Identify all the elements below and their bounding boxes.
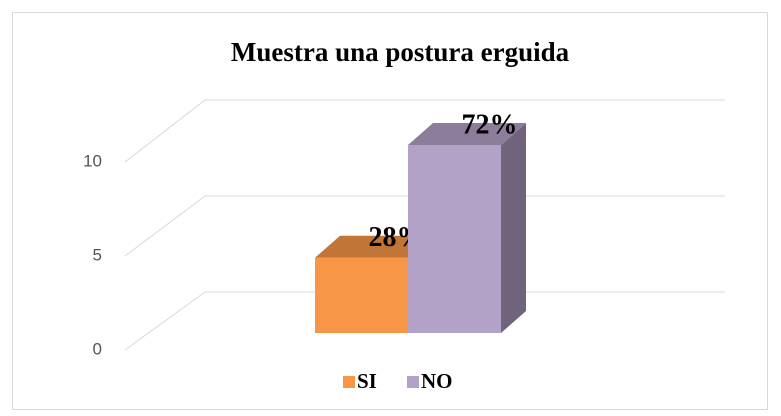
bar: [408, 145, 501, 333]
y-tick-label: 5: [93, 245, 102, 264]
grid-line: [124, 195, 206, 257]
chart-border: [12, 12, 768, 410]
bar-top: [408, 123, 526, 145]
bar-top: [315, 235, 433, 258]
y-tick-label: 10: [83, 151, 102, 170]
legend-label: NO: [421, 369, 453, 393]
bar-side: [501, 123, 526, 333]
chart-title: Muestra una postura erguida: [231, 37, 570, 67]
value-label: 72%: [462, 109, 518, 140]
grid-line: [124, 291, 206, 351]
legend-swatch: [407, 376, 419, 388]
legend-label: SI: [357, 369, 377, 393]
legend-swatch: [343, 376, 355, 388]
y-tick-label: 0: [93, 339, 102, 358]
grid-line: [124, 99, 206, 163]
bar: [315, 257, 408, 333]
